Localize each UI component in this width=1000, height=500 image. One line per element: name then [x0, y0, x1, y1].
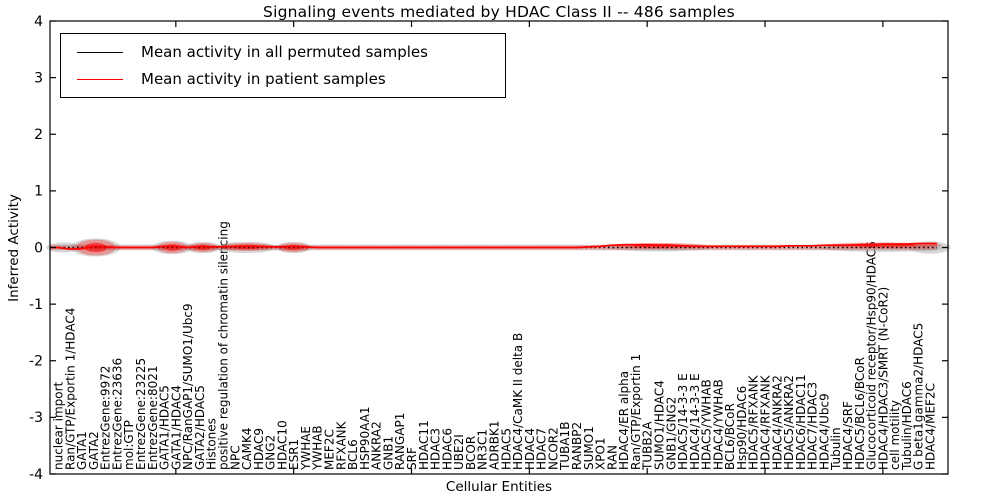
x-tick-label: ADRBK1	[488, 420, 502, 470]
x-tick-label: Tubulin/HDAC6	[900, 381, 914, 471]
x-tick-label: nuclear import	[52, 381, 66, 470]
x-tick-label: BCOR	[464, 436, 478, 470]
x-tick-label: positive regulation of chromatin silenci…	[217, 221, 231, 470]
x-tick-label: BCL6/BCoR	[723, 403, 737, 470]
x-tick-label: HDAC4/RFXANK	[759, 374, 773, 470]
x-tick-label: ESR1	[287, 439, 301, 470]
x-tick-label: HDAC9	[252, 428, 266, 470]
y-tick-label: -2	[29, 354, 43, 370]
x-tick-label: ANKRA2	[370, 421, 384, 470]
y-tick-label: -3	[29, 410, 43, 426]
legend-line-black-icon	[77, 51, 123, 53]
y-tick-label: 3	[34, 70, 43, 86]
x-tick-label: RANGAP1	[393, 413, 407, 470]
x-tick-label: NPC/RanGAP1/SUMO1/Ubc9	[181, 303, 195, 470]
x-tick-label: HDAC5/BCL6/BCoR	[853, 357, 867, 470]
x-tick-label: TUBB2A	[641, 421, 655, 471]
y-tick-label: 0	[34, 240, 43, 256]
x-tick-label: Ran/GTP/Exportin 1	[629, 354, 643, 470]
x-tick-label: HDAC5/RFXANK	[747, 374, 761, 470]
x-tick-label: GNG2	[264, 435, 278, 470]
x-tick-label: HDAC5/14-3-3 E	[676, 373, 690, 470]
x-tick-label: YWHAB	[311, 425, 325, 471]
x-tick-label: NCOR2	[546, 427, 560, 470]
x-tick-label: HDAC5	[499, 428, 513, 470]
series-patient-line	[50, 242, 937, 251]
x-tick-label: HDAC4/MEF2C	[924, 383, 938, 470]
x-tick-label: cell motility	[888, 400, 902, 470]
x-tick-label: GATA1	[75, 431, 89, 470]
y-tick-label: 1	[34, 184, 43, 200]
x-tick-label: G beta1gamma2/HDAC5	[912, 323, 926, 470]
x-tick-label: SRF	[405, 447, 419, 470]
legend-item: Mean activity in patient samples	[77, 70, 505, 88]
legend-line-red-icon	[77, 78, 123, 80]
x-tick-label: HDAC4/CaMK II delta B	[511, 333, 525, 470]
x-tick-label: SUMO1/HDAC4	[653, 380, 667, 470]
x-tick-label: EntrezGene:8021	[146, 366, 160, 471]
x-tick-label: GATA1/HDAC4	[169, 385, 183, 470]
x-tick-label: RFXANK	[334, 420, 348, 470]
x-tick-label: YWHAE	[299, 426, 313, 471]
legend-label-patient: Mean activity in patient samples	[141, 70, 386, 88]
x-tick-label: HDAC7/HDAC3	[806, 382, 820, 470]
permuted-band-bulge	[909, 241, 951, 254]
y-tick-label: -1	[29, 297, 43, 313]
x-tick-label: RAN	[605, 445, 619, 470]
x-tick-label: BCL6	[346, 439, 360, 470]
x-tick-label: HDAC4/ER alpha	[617, 371, 631, 470]
y-tick-label: 2	[34, 127, 43, 143]
x-tick-label: Glucocorticoid receptor/Hsp90/HDAC6	[865, 241, 879, 470]
x-tick-label: Ran/GTP/Exportin 1/HDAC4	[63, 308, 77, 470]
x-tick-label: HDAC6/HDAC11	[794, 374, 808, 470]
x-tick-label: HDAC7	[535, 428, 549, 470]
x-tick-label: RANBP2	[570, 422, 584, 470]
x-tick-label: HDAC4/HDAC3/SMRT (N-CoR2)	[876, 287, 890, 470]
y-axis-label: Inferred Activity	[6, 194, 22, 302]
x-tick-label: HSP90AA1	[358, 406, 372, 470]
y-tick-label: 4	[34, 14, 43, 30]
x-tick-label: HDAC4/14-3-3 E	[688, 373, 702, 470]
x-tick-label: HDAC4	[523, 428, 537, 470]
x-tick-label: HDAC4/Ubc9	[817, 393, 831, 470]
x-tick-label: HDAC3	[429, 428, 443, 470]
x-tick-label: SUMO1	[582, 426, 596, 470]
x-tick-label: HDAC4/ANKRA2	[770, 375, 784, 470]
chart-title: Signaling events mediated by HDAC Class …	[263, 3, 735, 21]
x-axis-label: Cellular Entities	[445, 479, 553, 495]
x-tick-label: GATA2/HDAC5	[193, 385, 207, 470]
x-tick-label: GNB1/GNG2	[664, 397, 678, 470]
x-tick-label: CAMK4	[240, 428, 254, 470]
x-tick-label: XPO1	[594, 437, 608, 470]
x-tick-label: HDAC6	[440, 428, 454, 470]
legend-label-permuted: Mean activity in all permuted samples	[141, 43, 428, 61]
x-tick-label: NPC	[228, 445, 242, 470]
x-tick-label: EntrezGene:23225	[134, 358, 148, 470]
legend: Mean activity in all permuted samples Me…	[60, 33, 506, 98]
x-tick-label: EntrezGene:9972	[99, 366, 113, 471]
x-tick-label: GNB1	[381, 436, 395, 470]
x-tick-label: mol:GTP	[122, 420, 136, 470]
x-tick-label: NR3C1	[476, 429, 490, 470]
x-tick-label: HDAC5/YWHAB	[700, 379, 714, 470]
x-tick-label: HDAC4/SRF	[841, 401, 855, 470]
x-tick-label: HDAC5/ANKRA2	[782, 375, 796, 470]
x-tick-label: Hsp90/HDAC6	[735, 386, 749, 470]
x-tick-label: HDAC4/YWHAB	[711, 379, 725, 470]
x-tick-label: UBE2I	[452, 434, 466, 470]
x-tick-label: Tubulin	[829, 427, 843, 471]
x-tick-label: Histones	[205, 418, 219, 470]
x-tick-label: HDAC11	[417, 420, 431, 470]
x-tick-label: EntrezGene:23636	[110, 358, 124, 470]
x-tick-label: HDAC10	[275, 420, 289, 470]
y-tick-label: -4	[29, 467, 43, 483]
legend-item: Mean activity in all permuted samples	[77, 43, 505, 61]
x-tick-label: GATA2	[87, 431, 101, 470]
x-tick-label: GATA1/HDAC5	[158, 385, 172, 470]
x-tick-label: MEF2C	[323, 429, 337, 470]
x-tick-label: TUBA1B	[558, 422, 572, 471]
